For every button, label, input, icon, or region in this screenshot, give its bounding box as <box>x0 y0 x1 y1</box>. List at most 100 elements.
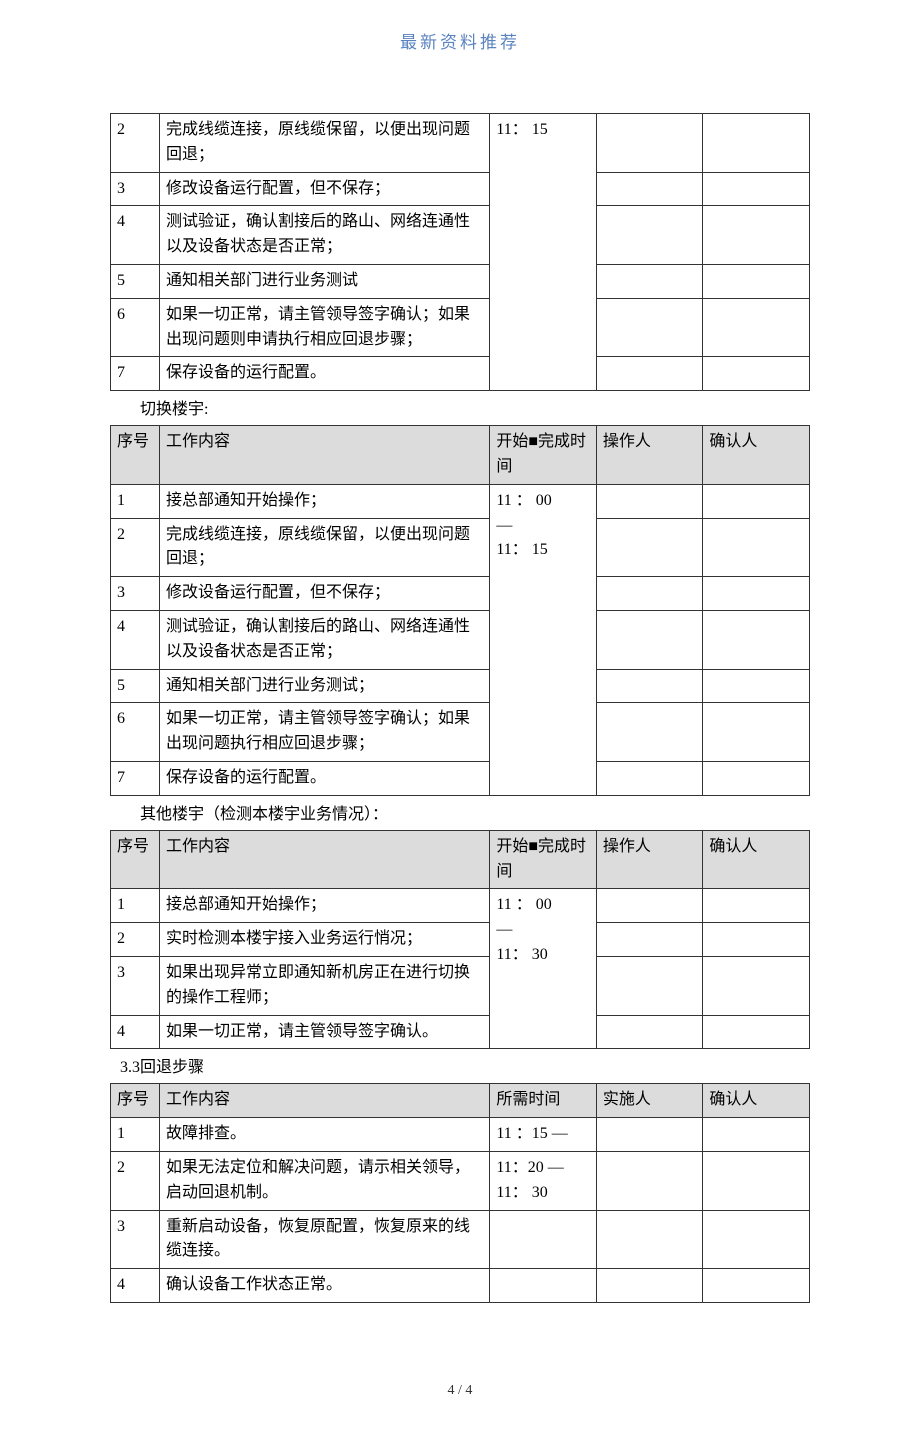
cell-idx: 4 <box>111 206 160 265</box>
cell-work: 测试验证，确认割接后的路山、网络连通性以及设备状态是否正常； <box>160 206 490 265</box>
cell-idx: 6 <box>111 298 160 357</box>
cell-idx: 6 <box>111 703 160 762</box>
cell-work: 修改设备运行配置，但不保存； <box>160 172 490 206</box>
cell-idx: 7 <box>111 357 160 391</box>
table-row: 1 接总部通知开始操作； 11 ： 00 — 11： 30 <box>111 889 810 923</box>
table-2: 序号 工作内容 开始■完成时间 操作人 确认人 1 接总部通知开始操作； 11 … <box>110 425 810 796</box>
cell-work: 测试验证，确认割接后的路山、网络连通性以及设备状态是否正常； <box>160 610 490 669</box>
table-1: 2 完成线缆连接，原线缆保留，以便出现问题回退； 11： 15 3 修改设备运行… <box>110 113 810 391</box>
table-row: 6 如果一切正常，请主管领导签字确认；如果出现问题执行相应回退步骤； <box>111 703 810 762</box>
time-line: 11 ： 00 <box>496 492 551 509</box>
table-row: 2 完成线缆连接，原线缆保留，以便出现问题回退； 11： 15 <box>111 114 810 173</box>
cell-idx: 7 <box>111 761 160 795</box>
th-implementer: 实施人 <box>596 1084 703 1118</box>
cell-idx: 2 <box>111 114 160 173</box>
cell-work: 接总部通知开始操作； <box>160 889 490 923</box>
cell-work: 如果无法定位和解决问题，请示相关领导，启动回退机制。 <box>160 1151 490 1210</box>
table-row: 2 完成线缆连接，原线缆保留，以便出现问题回退； <box>111 518 810 577</box>
cell-work: 实时检测本楼宇接入业务运行悄况； <box>160 923 490 957</box>
table-header-row: 序号 工作内容 所需时间 实施人 确认人 <box>111 1084 810 1118</box>
cell-work: 保存设备的运行配置。 <box>160 761 490 795</box>
table-row: 5 通知相关部门进行业务测试 <box>111 264 810 298</box>
cell-time-merged: 11 ： 00 — 11： 30 <box>490 889 597 1049</box>
cell-time-merged: 11： 15 <box>490 114 597 391</box>
table-row: 2 实时检测本楼宇接入业务运行悄况； <box>111 923 810 957</box>
th-confirmer: 确认人 <box>703 830 810 889</box>
cell-work: 如果出现异常立即通知新机房正在进行切换的操作工程师； <box>160 956 490 1015</box>
table-4: 序号 工作内容 所需时间 实施人 确认人 1 故障排查。 11 ：15 — 2 … <box>110 1083 810 1303</box>
th-idx: 序号 <box>111 1084 160 1118</box>
caption-rollback: 3.3回退步骤 <box>120 1053 810 1077</box>
cell-work: 修改设备运行配置，但不保存； <box>160 577 490 611</box>
cell-idx: 2 <box>111 1151 160 1210</box>
cell-idx: 1 <box>111 889 160 923</box>
table-row: 3 修改设备运行配置，但不保存； <box>111 172 810 206</box>
th-idx: 序号 <box>111 830 160 889</box>
cell-work: 完成线缆连接，原线缆保留，以便出现问题回退； <box>160 114 490 173</box>
page-footer: 4 / 4 <box>110 1383 810 1399</box>
table-row: 7 保存设备的运行配置。 <box>111 761 810 795</box>
th-confirmer: 确认人 <box>703 426 810 485</box>
cell-work: 通知相关部门进行业务测试； <box>160 669 490 703</box>
time-line: — <box>496 517 512 534</box>
cell-idx: 4 <box>111 1015 160 1049</box>
table-row: 4 测试验证，确认割接后的路山、网络连通性以及设备状态是否正常； <box>111 206 810 265</box>
th-time-text: 开始■完成时间 <box>496 433 586 475</box>
table-row: 4 确认设备工作状态正常。 <box>111 1269 810 1303</box>
table-row: 3 修改设备运行配置，但不保存； <box>111 577 810 611</box>
table-header-row: 序号 工作内容 开始■完成时间 操作人 确认人 <box>111 830 810 889</box>
th-work: 工作内容 <box>160 830 490 889</box>
cell-op <box>596 114 703 173</box>
cell-idx: 2 <box>111 518 160 577</box>
page-header: 最新资料推荐 <box>110 28 810 53</box>
cell-idx: 5 <box>111 669 160 703</box>
cell-idx: 1 <box>111 484 160 518</box>
cell-work: 如果一切正常，请主管领导签字确认；如果出现问题则申请执行相应回退步骤； <box>160 298 490 357</box>
th-operator: 操作人 <box>596 830 703 889</box>
cell-work: 故障排查。 <box>160 1118 490 1152</box>
cell-idx: 3 <box>111 1210 160 1269</box>
th-work: 工作内容 <box>160 426 490 485</box>
th-time: 开始■完成时间 <box>490 830 597 889</box>
cell-work: 重新启动设备，恢复原配置，恢复原来的线缆连接。 <box>160 1210 490 1269</box>
cell-time: 11 ：15 — <box>490 1118 597 1152</box>
cell-idx: 3 <box>111 577 160 611</box>
cell-idx: 4 <box>111 1269 160 1303</box>
time-line: 11： 15 <box>496 541 547 558</box>
cell-work: 通知相关部门进行业务测试 <box>160 264 490 298</box>
th-operator: 操作人 <box>596 426 703 485</box>
cell-work: 接总部通知开始操作； <box>160 484 490 518</box>
table-header-row: 序号 工作内容 开始■完成时间 操作人 确认人 <box>111 426 810 485</box>
cell-conf <box>703 114 810 173</box>
cell-time <box>490 1210 597 1269</box>
cell-idx: 3 <box>111 172 160 206</box>
cell-work: 确认设备工作状态正常。 <box>160 1269 490 1303</box>
time-line: — <box>496 921 512 938</box>
table-row: 5 通知相关部门进行业务测试； <box>111 669 810 703</box>
caption-switch-building: 切换楼宇: <box>140 395 810 419</box>
cell-idx: 2 <box>111 923 160 957</box>
th-idx: 序号 <box>111 426 160 485</box>
cell-time-merged: 11 ： 00 — 11： 15 <box>490 484 597 795</box>
table-3: 序号 工作内容 开始■完成时间 操作人 确认人 1 接总部通知开始操作； 11 … <box>110 830 810 1050</box>
th-work: 工作内容 <box>160 1084 490 1118</box>
cell-work: 保存设备的运行配置。 <box>160 357 490 391</box>
th-time: 开始■完成时间 <box>490 426 597 485</box>
cell-work: 完成线缆连接，原线缆保留，以便出现问题回退； <box>160 518 490 577</box>
cell-work: 如果一切正常，请主管领导签字确认；如果出现问题执行相应回退步骤； <box>160 703 490 762</box>
time-line: 11： 30 <box>496 946 547 963</box>
table-row: 7 保存设备的运行配置。 <box>111 357 810 391</box>
cell-time <box>490 1269 597 1303</box>
cell-idx: 1 <box>111 1118 160 1152</box>
cell-idx: 3 <box>111 956 160 1015</box>
table-row: 3 如果出现异常立即通知新机房正在进行切换的操作工程师； <box>111 956 810 1015</box>
table-row: 4 如果一切正常，请主管领导签字确认。 <box>111 1015 810 1049</box>
th-time-required: 所需时间 <box>490 1084 597 1118</box>
table-row: 4 测试验证，确认割接后的路山、网络连通性以及设备状态是否正常； <box>111 610 810 669</box>
cell-idx: 5 <box>111 264 160 298</box>
cell-time: 11：20 — 11： 30 <box>490 1151 597 1210</box>
cell-work: 如果一切正常，请主管领导签字确认。 <box>160 1015 490 1049</box>
table-row: 1 故障排查。 11 ：15 — <box>111 1118 810 1152</box>
table-row: 1 接总部通知开始操作； 11 ： 00 — 11： 15 <box>111 484 810 518</box>
cell-idx: 4 <box>111 610 160 669</box>
